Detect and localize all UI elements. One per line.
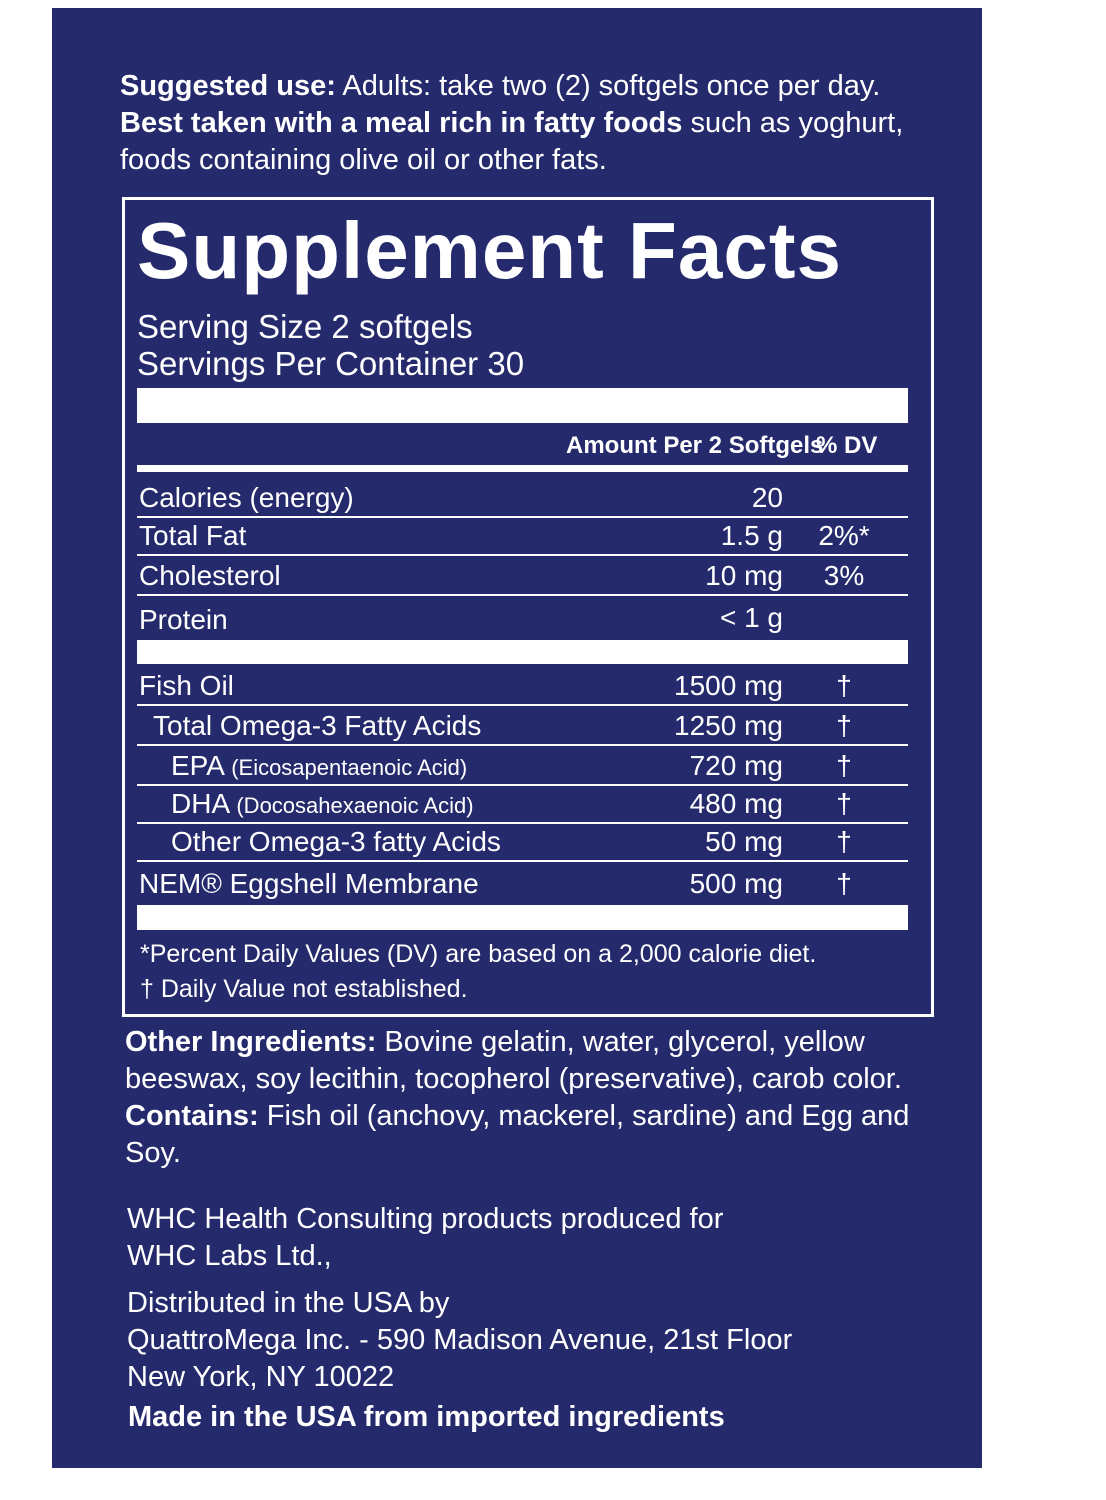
suggested-use: Suggested use: Adults: take two (2) soft…: [120, 68, 940, 179]
row-name-text: EPA: [171, 750, 224, 781]
row-amount: 50 mg: [705, 826, 783, 857]
row-amount: 10 mg: [705, 560, 783, 591]
other-ingredients-text: Bovine gelatin, water, glycerol, yellow …: [125, 1026, 902, 1095]
facts-row: Total Fat 1.5 g 2%*: [137, 518, 908, 556]
distributed-line: New York, NY 10022: [127, 1361, 395, 1393]
row-name-text: DHA: [171, 788, 229, 819]
other-ingredients-label: Other Ingredients:: [125, 1026, 377, 1058]
row-name: Protein: [139, 604, 228, 635]
facts-row: DHA (Docosahexaenoic Acid) 480 mg †: [137, 786, 908, 824]
row-dv: †: [836, 868, 852, 899]
header-amount: Amount Per 2 Softgels: [566, 432, 824, 459]
distributed-line: Distributed in the USA by: [127, 1287, 450, 1319]
serving-size: Serving Size 2 softgels: [137, 308, 473, 345]
facts-row: Total Omega-3 Fatty Acids 1250 mg †: [137, 706, 908, 746]
row-amount: 1.5 g: [720, 520, 783, 551]
facts-row: Fish Oil 1500 mg †: [137, 666, 908, 706]
facts-row: Cholesterol 10 mg 3%: [137, 556, 908, 596]
facts-row: Protein < 1 g: [137, 596, 908, 638]
row-dv: †: [836, 826, 852, 857]
row-name: Fish Oil: [139, 670, 234, 701]
distributed: Distributed in the USA by QuattroMega In…: [127, 1285, 792, 1396]
row-dv: †: [836, 670, 852, 701]
row-amount: 720 mg: [689, 750, 783, 781]
row-amount: 480 mg: [689, 788, 783, 819]
row-amount: 1500 mg: [674, 670, 783, 701]
row-amount: 20: [751, 482, 783, 513]
produced-line: WHC Health Consulting products produced …: [127, 1203, 724, 1235]
row-name: Total Omega-3 Fatty Acids: [153, 710, 482, 741]
row-amount: 1250 mg: [674, 710, 783, 741]
suggested-use-label: Suggested use:: [120, 70, 336, 102]
facts-title: Supplement Facts: [137, 206, 843, 295]
facts-box: [122, 197, 934, 1017]
row-name: Total Fat: [139, 520, 247, 551]
row-amount: < 1 g: [719, 602, 783, 633]
row-dv: †: [836, 710, 852, 741]
made-in: Made in the USA from imported ingredient…: [128, 1401, 725, 1433]
facts-row: Other Omega-3 fatty Acids 50 mg †: [137, 824, 908, 862]
contains-label: Contains:: [125, 1100, 259, 1132]
produced: WHC Health Consulting products produced …: [127, 1201, 723, 1275]
row-name: Cholesterol: [139, 560, 281, 591]
servings-per-container: Servings Per Container 30: [137, 345, 525, 382]
footnote: † Daily Value not established.: [140, 975, 468, 1003]
divider-bar: [137, 388, 908, 423]
facts-row: Calories (energy) 20: [137, 478, 908, 518]
produced-line: WHC Labs Ltd.,: [127, 1240, 332, 1272]
row-name: EPA (Eicosapentaenoic Acid): [171, 750, 467, 782]
row-note: (Docosahexaenoic Acid): [236, 793, 474, 818]
suggested-use-text: Adults: take two (2) softgels once per d…: [342, 70, 881, 102]
divider-bar: [137, 465, 908, 472]
facts-row: EPA (Eicosapentaenoic Acid) 720 mg †: [137, 746, 908, 786]
row-note: (Eicosapentaenoic Acid): [231, 755, 468, 780]
suggested-use-text: such as yoghurt, foods containing olive …: [120, 107, 904, 176]
header-dv: % DV: [816, 432, 878, 459]
suggested-use-bold: Best taken with a meal rich in fatty foo…: [120, 107, 683, 139]
contains-text: Fish oil (anchovy, mackerel, sardine) an…: [125, 1100, 910, 1169]
divider-bar: [137, 905, 908, 930]
row-name: Calories (energy): [139, 482, 354, 513]
row-dv: 3%: [823, 560, 865, 591]
row-name: DHA (Docosahexaenoic Acid): [171, 788, 474, 820]
row-dv: †: [836, 788, 852, 819]
divider-bar: [137, 640, 908, 664]
row-amount: 500 mg: [689, 868, 783, 899]
row-name: Other Omega-3 fatty Acids: [171, 826, 501, 857]
row-dv: †: [836, 750, 852, 781]
row-name: NEM® Eggshell Membrane: [139, 868, 479, 899]
facts-row: NEM® Eggshell Membrane 500 mg †: [137, 862, 908, 904]
label-panel: [52, 8, 982, 1468]
footnote: *Percent Daily Values (DV) are based on …: [140, 940, 817, 968]
other-ingredients: Other Ingredients: Bovine gelatin, water…: [125, 1024, 940, 1172]
row-dv: 2%*: [818, 520, 870, 551]
distributed-line: QuattroMega Inc. - 590 Madison Avenue, 2…: [127, 1324, 793, 1356]
